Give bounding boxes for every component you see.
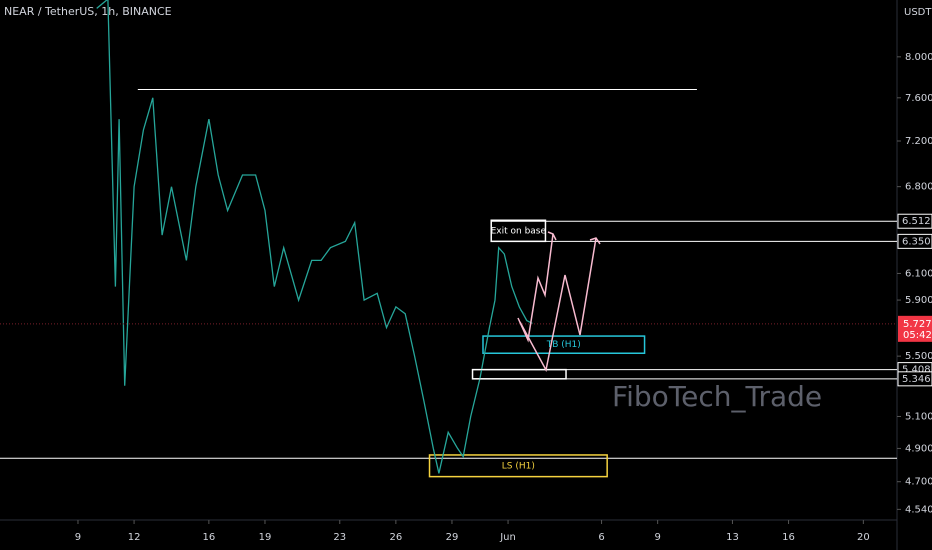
y-tick-label: 7.600: [905, 93, 932, 104]
zone-box: [428, 454, 608, 478]
y-tick-label: 8.000: [905, 52, 932, 63]
y-tick-label: 5.100: [905, 411, 932, 422]
current-price-label: 5.727: [903, 319, 932, 330]
projection-arrow: [517, 233, 554, 343]
x-tick-label: 29: [446, 532, 459, 543]
x-tick-label: 16: [203, 532, 216, 543]
y-tick-label: 4.900: [905, 443, 932, 454]
level-label: 5.346: [902, 374, 931, 385]
level-label: 5.408: [902, 365, 931, 376]
zone-box: [482, 335, 646, 354]
projection-arrow: [519, 237, 597, 373]
zone-label: TB (H1): [546, 340, 581, 350]
countdown-label: 05:42: [903, 330, 932, 341]
x-tick-label: 23: [333, 532, 346, 543]
level-box: [897, 233, 932, 249]
y-tick-label: 6.800: [905, 182, 932, 193]
x-tick-label: 19: [259, 532, 272, 543]
arrow-head: [589, 237, 601, 245]
y-tick-label: 6.100: [905, 268, 932, 279]
x-tick-label: 12: [128, 532, 141, 543]
x-tick-label: 9: [654, 532, 660, 543]
level-box: [897, 371, 932, 387]
y-tick-label: 4.700: [905, 477, 932, 488]
zone-label: Exit on base: [491, 226, 547, 236]
x-tick-label: 6: [598, 532, 604, 543]
y-tick-label: 5.500: [905, 351, 932, 362]
x-tick-label: 16: [782, 532, 795, 543]
x-tick-label: 20: [857, 532, 870, 543]
zone-label: LS (H1): [502, 461, 535, 471]
watermark: FiboTech_Trade: [612, 380, 822, 413]
x-tick-label: 9: [75, 532, 81, 543]
y-tick-label: 7.200: [905, 136, 932, 147]
x-tick-label: 13: [726, 532, 739, 543]
level-label: 6.350: [902, 236, 931, 247]
y-axis-label: USDT: [904, 7, 932, 18]
y-tick-label: 4.540: [905, 504, 932, 515]
y-tick-label: 5.900: [905, 295, 932, 306]
level-box: [897, 213, 932, 229]
current-price-box: [898, 315, 932, 342]
x-tick-label: 26: [389, 532, 402, 543]
level-label: 6.512: [902, 216, 931, 227]
x-tick-label: Jun: [499, 532, 516, 543]
chart-title: NEAR / TetherUS, 1h, BINANCE: [4, 5, 172, 18]
arrow-head: [547, 231, 557, 241]
